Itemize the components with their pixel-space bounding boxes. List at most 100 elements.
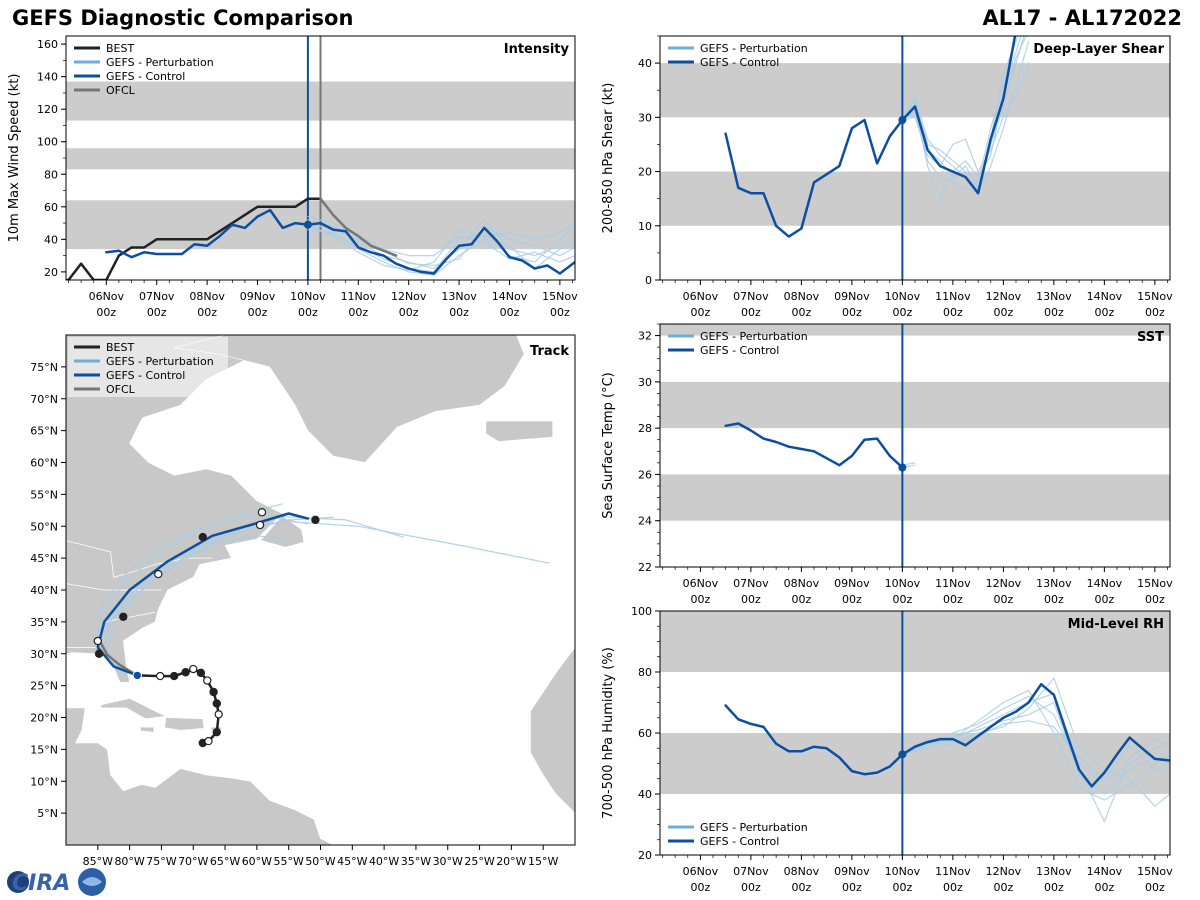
logo-text: CIRA xyxy=(12,871,70,896)
track-xtick-label: 25°W xyxy=(464,855,494,868)
track-xtick-label: 50°W xyxy=(305,855,335,868)
rh-init-marker xyxy=(898,750,907,759)
land-mass xyxy=(66,707,334,845)
track-ytick-label: 75°N xyxy=(30,361,58,374)
land-mass xyxy=(174,335,525,463)
best-track-point xyxy=(209,687,218,697)
shear-ylabel: 200-850 hPa Shear (kt) xyxy=(601,83,616,234)
rh-xtick-day: 14Nov xyxy=(1087,865,1123,878)
intensity-xtick-day: 14Nov xyxy=(492,290,528,303)
rh-xtick-hour: 00z xyxy=(791,881,811,894)
shear-series-control xyxy=(724,36,1017,238)
rh-threshold-band xyxy=(660,611,1170,672)
rh-xtick-hour: 00z xyxy=(691,881,711,894)
best-track-point xyxy=(214,710,223,719)
track-ytick-label: 50°N xyxy=(30,520,58,533)
rh-xtick-hour: 00z xyxy=(1094,881,1114,894)
sst-xtick-hour: 00z xyxy=(1044,593,1064,606)
intensity-xtick-hour: 00z xyxy=(399,306,419,319)
intensity-perturbation-member-3 xyxy=(307,229,575,276)
track-ytick-label: 35°N xyxy=(30,616,58,629)
legend-label-perturbation: GEFS - Perturbation xyxy=(700,330,808,343)
sst-xtick-day: 10Nov xyxy=(885,577,921,590)
intensity-xtick-hour: 00z xyxy=(248,306,268,319)
track-ytick-label: 65°N xyxy=(30,425,58,438)
best-track-point xyxy=(212,727,221,737)
track-xtick-label: 70°W xyxy=(178,855,208,868)
sst-ytick-label: 32 xyxy=(638,330,652,343)
track-ytick-label: 55°N xyxy=(30,488,58,501)
track-ofcl-line xyxy=(98,639,139,677)
shear-threshold-band xyxy=(660,171,1170,226)
sst-ytick-label: 24 xyxy=(638,515,652,528)
sst-threshold-band xyxy=(660,324,1170,336)
best-track-point xyxy=(155,671,165,681)
intensity-ytick-label: 140 xyxy=(37,71,58,84)
globe-icon xyxy=(7,871,29,893)
track-xtick-label: 30°W xyxy=(433,855,463,868)
track-xtick-label: 60°W xyxy=(242,855,272,868)
track-ytick-label: 15°N xyxy=(30,743,58,756)
sst-ytick-label: 26 xyxy=(638,468,652,481)
intensity-xtick-day: 12Nov xyxy=(391,290,427,303)
shear-xtick-day: 14Nov xyxy=(1087,290,1123,303)
intensity-perturbation-member-2 xyxy=(307,222,575,266)
track-panel-title: Track xyxy=(530,344,569,359)
political-border xyxy=(66,583,162,591)
sst-xtick-hour: 00z xyxy=(993,593,1013,606)
shear-init-marker xyxy=(898,116,907,125)
sst-ytick-label: 30 xyxy=(638,376,652,389)
shear-perturbation-member-4 xyxy=(901,36,1027,200)
shear-xtick-day: 10Nov xyxy=(885,290,921,303)
track-xtick-label: 55°W xyxy=(274,855,304,868)
shear-ytick-label: 30 xyxy=(638,111,652,124)
intensity-xtick-day: 07Nov xyxy=(139,290,175,303)
best-track-point xyxy=(311,515,320,525)
track-ytick-label: 70°N xyxy=(30,393,58,406)
shear-ytick-label: 0 xyxy=(645,274,652,287)
shear-perturbation-member-3 xyxy=(901,62,1030,173)
best-track-point xyxy=(212,699,221,708)
sst-threshold-band xyxy=(660,381,1170,429)
sst-init-marker xyxy=(898,463,907,472)
legend-label-control: GEFS - Control xyxy=(700,344,779,357)
intensity-xtick-day: 13Nov xyxy=(441,290,477,303)
track-xtick-label: 15°W xyxy=(528,855,558,868)
intensity-xtick-hour: 00z xyxy=(348,306,368,319)
intensity-ytick-label: 160 xyxy=(37,38,58,51)
shear-ytick-label: 20 xyxy=(638,166,652,179)
best-track-point xyxy=(257,508,267,517)
shear-ytick-label: 40 xyxy=(638,57,652,70)
sst-xtick-day: 08Nov xyxy=(784,577,820,590)
land-mass xyxy=(164,717,205,731)
best-track-point xyxy=(204,736,213,746)
best-track-point xyxy=(119,612,128,621)
shear-xtick-hour: 00z xyxy=(943,306,963,319)
track-ytick-label: 25°N xyxy=(30,680,58,693)
track-xtick-label: 20°W xyxy=(496,855,526,868)
land-mass xyxy=(140,726,155,733)
intensity-xtick-hour: 00z xyxy=(197,306,217,319)
rh-xtick-day: 07Nov xyxy=(733,865,769,878)
rh-xtick-hour: 00z xyxy=(741,881,761,894)
rh-panel-title: Mid-Level RH xyxy=(1068,617,1164,632)
track-control-init-marker xyxy=(132,670,142,681)
rh-panel: 20 40 60 80 100 06Nov 00z 07Nov 00z 08Nov 00z 09Nov… xyxy=(601,605,1173,894)
rh-xtick-day: 15Nov xyxy=(1137,865,1173,878)
rh-perturbation-member-4 xyxy=(901,720,1170,780)
sst-xtick-hour: 00z xyxy=(943,593,963,606)
sst-xtick-day: 09Nov xyxy=(834,577,870,590)
shear-xtick-hour: 00z xyxy=(993,306,1013,319)
shear-plot-area xyxy=(660,36,1170,280)
rh-xtick-day: 06Nov xyxy=(683,865,719,878)
best-track-point xyxy=(93,636,103,646)
shear-xtick-hour: 00z xyxy=(842,306,862,319)
intensity-series-best xyxy=(66,197,322,280)
track-xtick-label: 65°W xyxy=(210,855,240,868)
cira-logo: CIRA xyxy=(7,868,106,896)
best-track-point xyxy=(255,520,265,530)
intensity-perturbation-member-5 xyxy=(307,222,575,271)
intensity-ytick-label: 20 xyxy=(44,266,58,279)
sst-frame xyxy=(659,323,1171,568)
intensity-ytick-label: 100 xyxy=(37,136,58,149)
